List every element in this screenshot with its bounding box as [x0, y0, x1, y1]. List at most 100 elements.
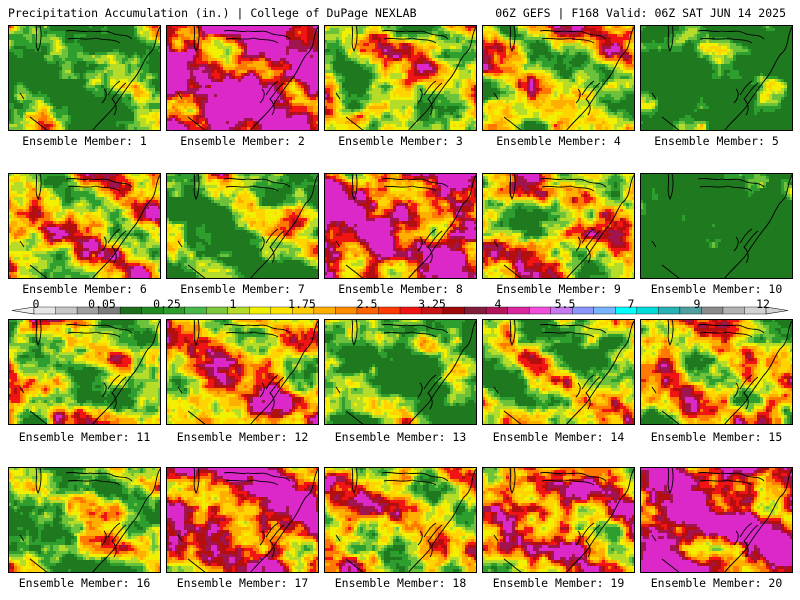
coastline-line [335, 386, 341, 394]
coastline-line [585, 82, 601, 116]
chart-title-left: Precipitation Accumulation (in.) | Colle… [8, 6, 417, 20]
coastline-line [91, 320, 161, 425]
precipitation-colorbar [11, 306, 789, 315]
precipitation-map [324, 319, 477, 425]
colorbar-segment [206, 306, 229, 315]
coastline-line [351, 25, 358, 53]
coastline-line [335, 240, 341, 248]
coastline-line [19, 92, 25, 100]
coastline-line [541, 479, 595, 486]
coastline-line [417, 382, 423, 398]
colorbar-segment [701, 306, 724, 315]
ensemble-member-map [166, 173, 319, 279]
colorbar-segment [528, 306, 552, 315]
ensemble-member-label: Ensemble Member: 19 [482, 576, 635, 590]
coastline-line [259, 530, 265, 546]
coastline-line [259, 382, 265, 398]
coastline-line [585, 230, 601, 264]
coastline-line [187, 410, 207, 425]
coastline-line [697, 29, 765, 40]
ensemble-member-map [324, 467, 477, 573]
coastline-line [269, 376, 285, 410]
precipitation-map [8, 173, 161, 279]
map-border [8, 467, 161, 573]
coastline-line [381, 29, 449, 40]
coastline-line [101, 236, 107, 252]
coastline-line [193, 173, 200, 201]
coastline-line [697, 323, 765, 334]
coastline-line [427, 230, 443, 264]
coastline-line [651, 386, 657, 394]
coastline-line [187, 116, 207, 131]
ensemble-member-map [166, 467, 319, 573]
map-border [640, 173, 793, 279]
coastline-line [111, 376, 127, 410]
ensemble-member-label: Ensemble Member: 13 [324, 430, 477, 444]
precipitation-map [166, 319, 319, 425]
coastline-line [493, 240, 499, 248]
coastline-line [335, 534, 341, 542]
precipitation-map [640, 467, 793, 573]
coastline-line [351, 467, 358, 495]
ensemble-member-label: Ensemble Member: 18 [324, 576, 477, 590]
coastline-line [423, 374, 437, 390]
coastline-line [259, 236, 265, 252]
coastline-line [249, 26, 319, 131]
coastline-line [269, 82, 285, 116]
coastline-line [407, 320, 477, 425]
coastline-line [193, 467, 200, 495]
coastline-line [107, 522, 121, 538]
ensemble-member-map [482, 467, 635, 573]
coastline-line [407, 468, 477, 573]
precipitation-map [640, 319, 793, 425]
colorbar-segment [442, 306, 465, 315]
coastline-line [67, 37, 121, 44]
coastline-line [249, 320, 319, 425]
precipitation-map [482, 467, 635, 573]
ensemble-member-map [324, 25, 477, 131]
coastline-line [575, 530, 581, 546]
coastline-line [661, 116, 681, 131]
coastline-line [575, 88, 581, 104]
coastline-line [225, 37, 279, 44]
coastline-line [335, 92, 341, 100]
colorbar-min-arrow [11, 306, 35, 315]
ensemble-member-label: Ensemble Member: 14 [482, 430, 635, 444]
precipitation-map [166, 173, 319, 279]
coastline-line [187, 264, 207, 279]
colorbar-tick-label: 7 [628, 297, 635, 311]
coastline-line [265, 228, 279, 244]
coastline-line [107, 80, 121, 96]
coastline-line [493, 386, 499, 394]
ensemble-member-map [482, 319, 635, 425]
coastline-line [723, 26, 793, 131]
ensemble-member-map [640, 319, 793, 425]
coastline-line [581, 80, 595, 96]
ensemble-member-label: Ensemble Member: 9 [482, 282, 635, 296]
map-border [324, 25, 477, 131]
colorbar-tick-label: 5.5 [555, 297, 576, 311]
map-border [166, 25, 319, 131]
coastline-line [667, 173, 674, 201]
coastline-line [661, 558, 681, 573]
coastline-line [493, 92, 499, 100]
precipitation-map [482, 25, 635, 131]
coastline-line [67, 331, 121, 338]
precipitation-map [324, 173, 477, 279]
coastline-line [187, 558, 207, 573]
coastline-line [223, 323, 291, 334]
coastline-line [225, 185, 279, 192]
coastline-line [249, 468, 319, 573]
coastline-line [427, 376, 443, 410]
coastline-line [539, 177, 607, 188]
map-border [8, 173, 161, 279]
colorbar-segment [507, 306, 530, 315]
coastline-line [111, 230, 127, 264]
coastline-line [35, 467, 42, 495]
coastline-line [269, 230, 285, 264]
coastline-line [539, 323, 607, 334]
map-border [482, 173, 635, 279]
colorbar-tick-label: 1.75 [288, 297, 316, 311]
colorbar-segment [335, 306, 358, 315]
ensemble-member-map [482, 173, 635, 279]
